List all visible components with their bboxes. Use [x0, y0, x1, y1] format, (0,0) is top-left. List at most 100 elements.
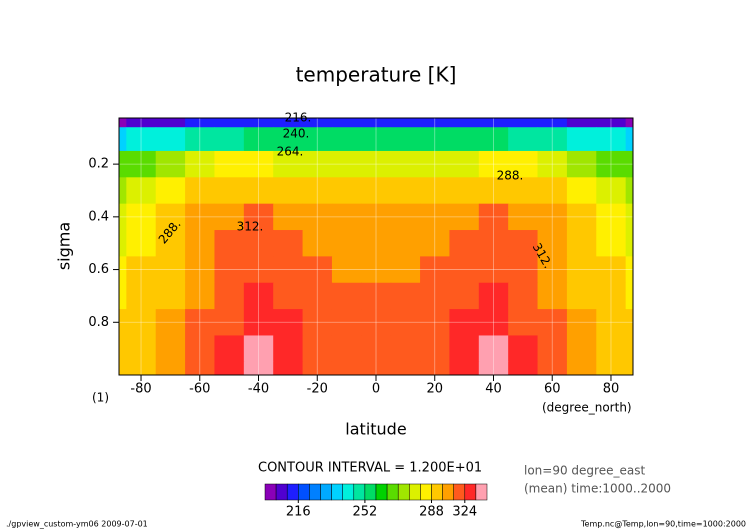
contour-cell	[361, 309, 392, 336]
contour-cell	[508, 150, 539, 178]
contour-cell	[331, 230, 362, 257]
colorbar-box	[264, 483, 277, 501]
colorbar-box	[397, 483, 410, 501]
contour-cell	[119, 282, 127, 310]
contour-cell	[126, 361, 157, 375]
contour-cell	[390, 335, 421, 363]
contour-cell	[420, 230, 450, 257]
colorbar-box	[353, 483, 366, 501]
colorbar-tick-label: 288	[419, 505, 444, 520]
contour-cell	[390, 150, 421, 178]
colorbar-box	[453, 483, 466, 501]
contour-cell	[478, 361, 509, 375]
contour-cell	[302, 335, 333, 363]
contour-cell	[566, 203, 597, 231]
contour-cell	[331, 335, 362, 363]
contour-cell	[273, 150, 304, 178]
contour-cell	[243, 361, 274, 375]
contour-cell	[214, 361, 245, 375]
colorbar-tick-label: 216	[286, 505, 311, 520]
contour-cell	[273, 282, 304, 310]
contour-cell	[566, 282, 597, 310]
colorbar-box	[475, 483, 488, 501]
contour-cell	[126, 118, 157, 128]
contour-cell	[537, 309, 568, 336]
contour-cell	[185, 256, 215, 284]
contour-cell	[126, 127, 157, 152]
contour-cell	[361, 335, 392, 363]
contour-cell	[596, 361, 627, 375]
contour-cell	[420, 203, 450, 231]
contour-cell	[243, 335, 274, 363]
contour-cell	[537, 177, 568, 205]
contour-cell	[478, 256, 509, 284]
contour-cell	[508, 256, 539, 284]
contour-cell	[331, 203, 362, 231]
contour-cell	[390, 177, 421, 205]
y-tick-label: 0.4	[88, 209, 109, 224]
contour-cell	[508, 203, 539, 231]
contour-cell	[478, 335, 509, 363]
contour-cell	[119, 335, 127, 363]
y-tick-label: 0.6	[88, 262, 109, 277]
contour-cell	[508, 127, 539, 152]
contour-cell	[214, 177, 245, 205]
contour-label: 216.	[285, 111, 312, 125]
contour-cell	[155, 203, 186, 231]
contour-cell	[449, 177, 480, 205]
colorbar-box	[464, 483, 477, 501]
colorbar-box	[420, 483, 432, 501]
contour-cell	[478, 150, 509, 178]
contour-cell	[155, 177, 186, 205]
colorbar-box	[331, 483, 343, 501]
contour-cell	[155, 127, 186, 152]
colorbar-box	[409, 483, 421, 501]
contour-cell	[566, 150, 597, 178]
contour-cell	[331, 127, 362, 152]
contour-cell	[126, 150, 157, 178]
contour-cell	[155, 361, 186, 375]
contour-cell	[508, 177, 539, 205]
x-unit: (degree_north)	[542, 401, 632, 415]
contour-cell	[390, 127, 421, 152]
contour-cell	[596, 282, 627, 310]
contour-cell	[155, 256, 186, 284]
contour-cell	[478, 230, 509, 257]
contour-cell	[420, 150, 450, 178]
contour-cell	[243, 230, 274, 257]
contour-cell	[537, 361, 568, 375]
contour-cell	[478, 118, 509, 128]
footer-right: Temp.nc@Temp,lon=90,time=1000:2000	[580, 520, 746, 529]
contour-cell	[126, 177, 157, 205]
contour-cell	[119, 203, 127, 231]
contour-cell	[331, 118, 362, 128]
contour-cell	[625, 177, 633, 205]
contour-cell	[625, 282, 633, 310]
contour-cell	[119, 256, 127, 284]
contour-cell	[625, 127, 633, 152]
contour-cell	[331, 256, 362, 284]
contour-cell	[185, 361, 215, 375]
contour-cell	[390, 118, 421, 128]
colorbar-box	[342, 483, 355, 501]
contour-cell	[361, 282, 392, 310]
contour-cell	[537, 335, 568, 363]
contour-cell	[625, 230, 633, 257]
contour-cell	[449, 309, 480, 336]
contour-cell	[361, 127, 392, 152]
contour-cell	[596, 309, 627, 336]
contour-cell	[566, 361, 597, 375]
contour-cell	[478, 177, 509, 205]
colorbar-box	[431, 483, 443, 501]
contour-cell	[273, 127, 304, 152]
contour-cell	[214, 118, 245, 128]
contour-cell	[214, 230, 245, 257]
info-text: (mean) time:1000..2000	[524, 482, 671, 496]
contour-cell	[596, 127, 627, 152]
contour-cell	[119, 150, 127, 178]
contour-cell	[302, 309, 333, 336]
colorbar-tick-label: 324	[452, 505, 477, 520]
contour-cell	[508, 118, 539, 128]
contour-cell	[566, 118, 597, 128]
